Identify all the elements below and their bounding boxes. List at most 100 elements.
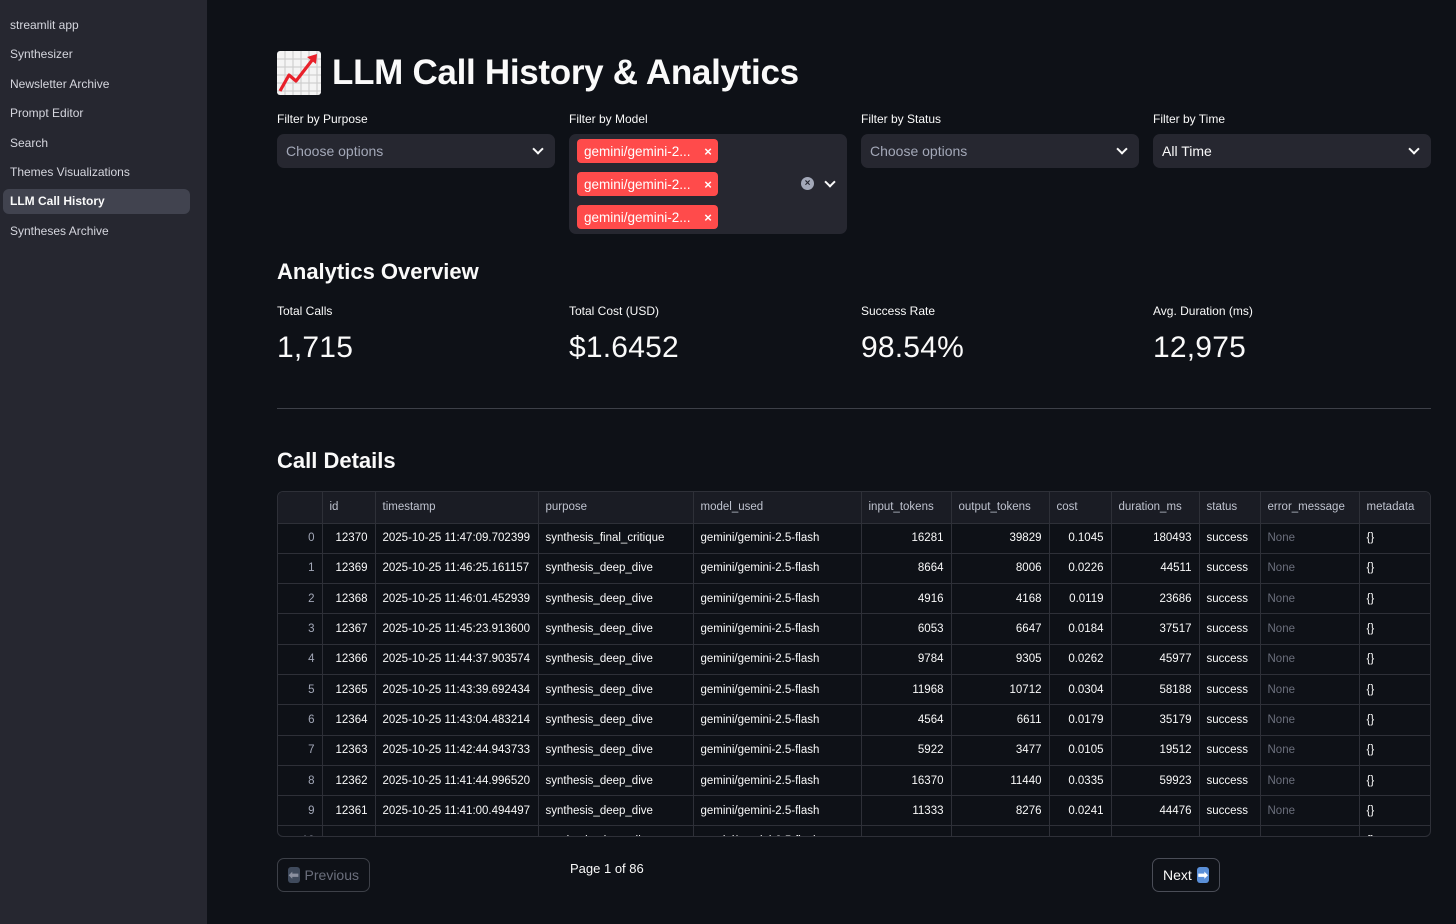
table-cell[interactable]: 12363 <box>322 735 376 766</box>
table-cell[interactable]: {} <box>1359 765 1430 797</box>
table-cell[interactable]: 6611 <box>951 704 1050 736</box>
model-tag[interactable]: gemini/gemini-2... × <box>577 205 718 229</box>
table-cell[interactable]: 37517 <box>1111 613 1200 645</box>
table-row[interactable]: 2 12368 2025-10-25 11:46:01.452939 synthesi… <box>278 583 1430 615</box>
table-cell[interactable]: 0.0262 <box>1049 644 1112 675</box>
table-cell[interactable]: {} <box>1359 674 1430 706</box>
table-cell[interactable] <box>951 825 1050 836</box>
table-cell[interactable] <box>1111 825 1200 836</box>
column-header[interactable]: timestamp <box>375 492 539 524</box>
remove-tag-icon[interactable]: × <box>704 176 712 192</box>
table-row[interactable]: 1 12369 2025-10-25 11:46:25.161157 synthesi… <box>278 553 1430 585</box>
table-cell[interactable]: {} <box>1359 523 1430 554</box>
table-row[interactable]: 3 12367 2025-10-25 11:45:23.913600 synthesi… <box>278 613 1430 645</box>
table-cell[interactable]: synthesis_deep_dive <box>538 735 694 766</box>
table-cell[interactable]: 1 <box>278 553 323 585</box>
table-cell[interactable]: 12361 <box>322 795 376 827</box>
table-cell[interactable]: 2 <box>278 583 323 615</box>
table-cell[interactable]: synthesis_deep_dive <box>538 765 694 797</box>
table-cell[interactable]: 8006 <box>951 553 1050 585</box>
model-tag[interactable]: gemini/gemini-2... × <box>577 172 718 196</box>
table-cell[interactable]: 5922 <box>861 735 952 766</box>
table-cell[interactable]: {} <box>1359 613 1430 645</box>
table-cell[interactable]: 6 <box>278 704 323 736</box>
table-cell[interactable]: synthesis_deep_dive <box>538 795 694 827</box>
table-cell[interactable]: 0.0119 <box>1049 583 1112 615</box>
column-header[interactable]: purpose <box>538 492 694 524</box>
table-cell[interactable]: success <box>1199 735 1261 766</box>
table-cell[interactable]: None <box>1260 795 1360 827</box>
table-cell[interactable]: 4916 <box>861 583 952 615</box>
previous-button[interactable]: ⬅ Previous <box>277 858 370 892</box>
table-cell[interactable]: 3477 <box>951 735 1050 766</box>
table-cell[interactable]: gemini/gemini-2.5-flash <box>693 523 862 554</box>
table-cell[interactable] <box>375 825 539 836</box>
table-cell[interactable]: success <box>1199 523 1261 554</box>
call-details-table[interactable]: id timestamp purpose model_used input_tokens… <box>277 491 1431 837</box>
table-cell[interactable]: 44476 <box>1111 795 1200 827</box>
table-row[interactable]: 5 12365 2025-10-25 11:43:39.692434 synthesi… <box>278 674 1430 706</box>
table-cell[interactable]: {} <box>1359 583 1430 615</box>
table-cell[interactable]: 16370 <box>861 765 952 797</box>
remove-tag-icon[interactable]: × <box>704 209 712 225</box>
sidebar-item-search[interactable]: Search <box>10 135 49 150</box>
table-cell[interactable]: None <box>1260 704 1360 736</box>
table-cell[interactable]: gemini/gemini-2.5-flash <box>693 765 862 797</box>
table-cell[interactable]: success <box>1199 583 1261 615</box>
table-row[interactable]: 7 12363 2025-10-25 11:42:44.943733 synthesi… <box>278 735 1430 766</box>
table-cell[interactable]: success <box>1199 674 1261 706</box>
table-cell[interactable]: success <box>1199 613 1261 645</box>
table-cell[interactable]: {} <box>1359 825 1430 836</box>
table-cell[interactable]: 8664 <box>861 553 952 585</box>
table-cell[interactable]: 10 <box>278 825 323 836</box>
table-cell[interactable]: 2025-10-25 11:45:23.913600 <box>375 613 539 645</box>
table-cell[interactable]: synthesis_deep_dive <box>538 704 694 736</box>
table-cell[interactable]: 59923 <box>1111 765 1200 797</box>
table-cell[interactable]: 2025-10-25 11:41:44.996520 <box>375 765 539 797</box>
table-cell[interactable]: 12368 <box>322 583 376 615</box>
table-cell[interactable]: 9784 <box>861 644 952 675</box>
table-cell[interactable]: None <box>1260 644 1360 675</box>
table-cell[interactable]: synthesis_deep_dive <box>538 583 694 615</box>
table-cell[interactable]: 2025-10-25 11:43:39.692434 <box>375 674 539 706</box>
column-header[interactable]: status <box>1199 492 1261 524</box>
table-cell[interactable]: 35179 <box>1111 704 1200 736</box>
table-cell[interactable] <box>322 825 376 836</box>
table-cell[interactable]: 11968 <box>861 674 952 706</box>
table-cell[interactable]: success <box>1199 704 1261 736</box>
clear-all-icon[interactable]: × <box>801 177 814 190</box>
table-cell[interactable]: synthesis_deep_dive <box>538 674 694 706</box>
table-cell[interactable]: 0.0184 <box>1049 613 1112 645</box>
table-cell[interactable]: 12365 <box>322 674 376 706</box>
table-cell[interactable]: 45977 <box>1111 644 1200 675</box>
table-cell[interactable]: {} <box>1359 644 1430 675</box>
table-cell[interactable]: 0 <box>278 523 323 554</box>
table-cell[interactable]: 2025-10-25 11:44:37.903574 <box>375 644 539 675</box>
sidebar-item-synthesizer[interactable]: Synthesizer <box>10 47 73 62</box>
table-cell[interactable]: gemini/gemini-2.5-flash <box>693 674 862 706</box>
table-cell[interactable]: 2025-10-25 11:43:04.483214 <box>375 704 539 736</box>
table-cell[interactable]: 5 <box>278 674 323 706</box>
table-row[interactable]: 8 12362 2025-10-25 11:41:44.996520 synthesi… <box>278 765 1430 797</box>
table-row[interactable]: 6 12364 2025-10-25 11:43:04.483214 synthesi… <box>278 704 1430 736</box>
table-cell[interactable]: {} <box>1359 735 1430 766</box>
remove-tag-icon[interactable]: × <box>704 143 712 159</box>
column-header[interactable]: metadata <box>1359 492 1430 524</box>
table-cell[interactable]: 2025-10-25 11:41:00.494497 <box>375 795 539 827</box>
table-cell[interactable]: None <box>1260 674 1360 706</box>
table-cell[interactable]: 2025-10-25 11:46:01.452939 <box>375 583 539 615</box>
table-cell[interactable]: gemini/gemini-2.5-flash <box>693 613 862 645</box>
table-cell[interactable]: None <box>1260 523 1360 554</box>
table-row[interactable]: 9 12361 2025-10-25 11:41:00.494497 synthesi… <box>278 795 1430 827</box>
table-cell[interactable]: 11440 <box>951 765 1050 797</box>
chevron-down-icon[interactable] <box>1116 143 1128 155</box>
table-cell[interactable]: 6647 <box>951 613 1050 645</box>
column-header[interactable]: input_tokens <box>861 492 952 524</box>
table-cell[interactable]: 58188 <box>1111 674 1200 706</box>
sidebar-item-streamlit-app[interactable]: streamlit app <box>10 18 79 32</box>
sidebar-item-llm-call-history[interactable]: LLM Call History <box>3 189 190 215</box>
chevron-down-icon[interactable] <box>532 143 544 155</box>
table-cell[interactable]: 12366 <box>322 644 376 675</box>
sidebar-item-prompt-editor[interactable]: Prompt Editor <box>10 106 84 121</box>
table-cell[interactable]: 180493 <box>1111 523 1200 554</box>
